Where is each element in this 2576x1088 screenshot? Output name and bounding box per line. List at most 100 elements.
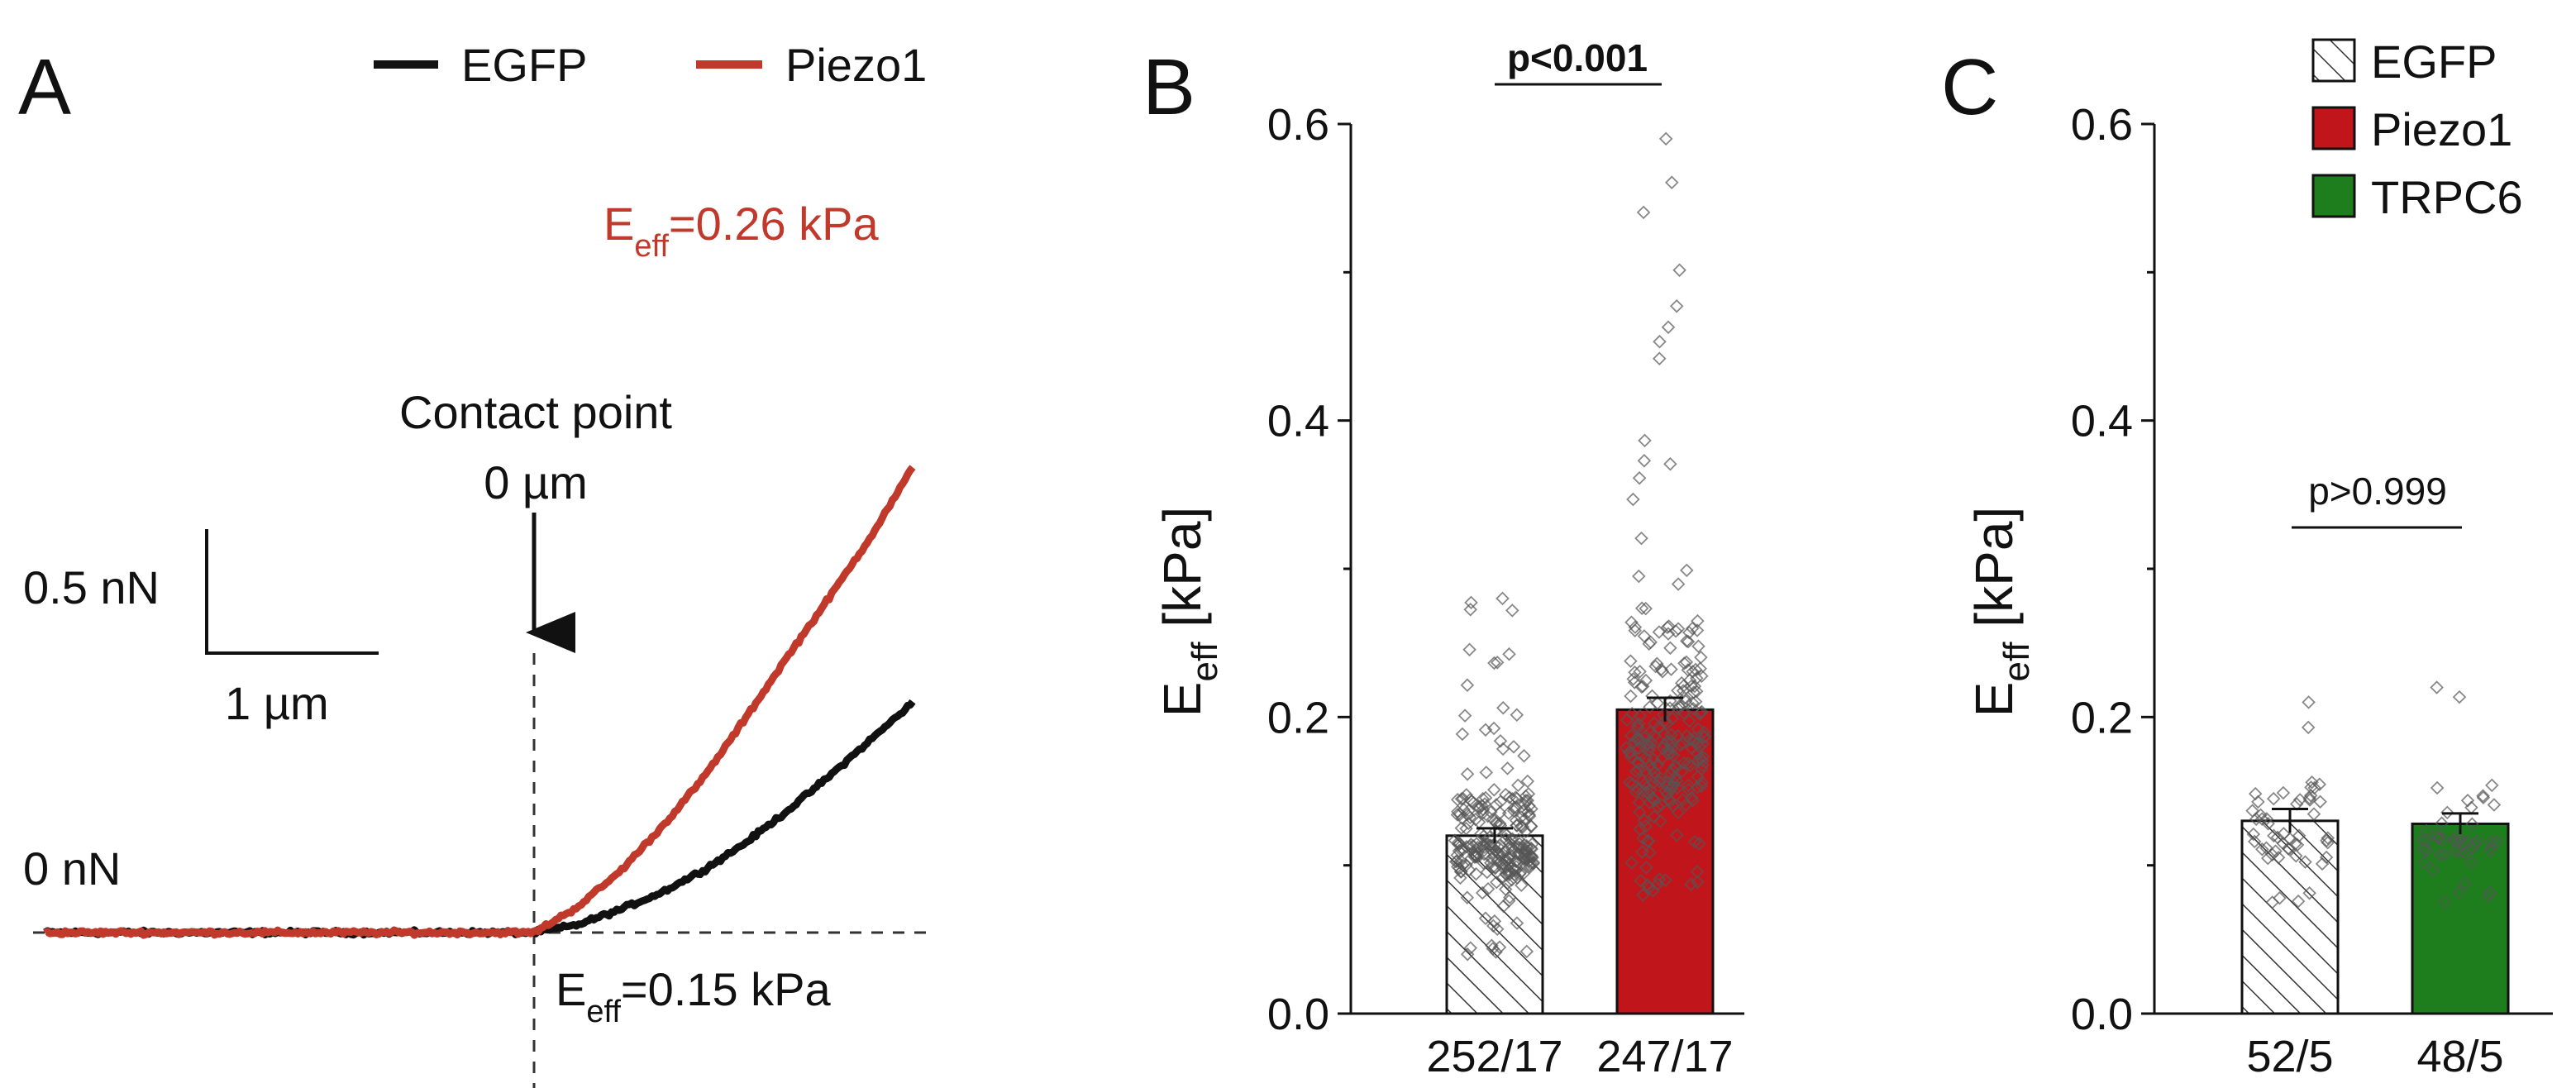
data-point [1626,492,1640,507]
data-point [1647,809,1662,823]
trace-piezo1 [43,465,916,939]
data-point [1672,737,1687,752]
data-point [1478,790,1493,805]
data-point [1623,746,1637,761]
data-point [1642,743,1656,757]
data-point [1467,847,1481,861]
data-point [1660,787,1675,801]
panel-b-chart: 0.0 0.2 0.4 0.6 252/17 247/17 [1267,100,1744,1081]
data-point [2306,807,2321,821]
data-point [1509,800,1524,815]
data-point [2254,808,2268,823]
data-point [1653,774,1667,789]
data-point [1480,865,1495,880]
data-points-247-17 [1619,131,1712,902]
data-point [1496,899,1510,914]
data-point [1500,876,1515,890]
legend-c-piezo1-swatch [2311,106,2356,150]
data-point [1676,793,1690,807]
data-point [2301,720,2316,735]
data-point [2458,876,2473,890]
data-point [1481,882,1496,896]
data-point [1663,456,1677,471]
data-point [1448,855,1463,869]
data-point [1631,731,1645,746]
data-point [1635,679,1650,694]
data-point [1664,728,1678,742]
data-point [2452,885,2467,899]
data-point [2305,775,2319,790]
panel-c-y-title-subscript: eff [1996,642,2037,682]
data-point [1652,872,1667,886]
piezo1-eeff-symbol: E [603,198,634,250]
data-point [2302,793,2317,807]
data-point [1632,569,1646,584]
data-point [1690,623,1705,637]
data-point [2483,885,2497,900]
data-point [1490,656,1505,670]
data-point [1509,814,1524,828]
data-point [1653,334,1667,349]
data-point [1490,922,1505,936]
data-point [1464,852,1478,866]
piezo1-eeff-subscript: eff [634,229,669,264]
data-point [1684,790,1699,805]
panel-b-y-axis-title: Eeff [kPa] [1152,507,1225,717]
data-point [2281,842,2296,856]
data-point [1667,771,1682,785]
data-point [2420,843,2435,857]
data-point [1624,856,1639,870]
data-point [1670,780,1684,795]
data-point [1515,878,1529,892]
data-point [1691,639,1705,653]
data-point [1472,799,1486,814]
panel-c-y-title-unit: [kPa] [1964,507,2024,642]
data-point [2291,894,2306,909]
data-point [1654,752,1669,766]
data-point [2438,895,2452,909]
y-tick-label: 0.2 [2071,693,2133,742]
data-point [2290,837,2305,852]
data-point [1488,860,1503,875]
data-point [2247,834,2262,849]
data-point [1624,689,1638,704]
data-point [1658,784,1672,798]
data-point [1691,770,1705,784]
data-point [2449,844,2464,858]
y-tick-label: 0.6 [2071,100,2133,150]
data-point [1455,727,1470,742]
data-point [1660,620,1675,635]
data-point [1622,775,1637,790]
data-point [1693,752,1708,766]
data-point [2259,812,2274,826]
data-point [2435,816,2449,830]
data-points-252-17 [1448,591,1541,962]
data-point [1634,748,1648,763]
data-point [1624,750,1639,764]
data-point [1462,863,1476,877]
data-point [1519,824,1533,839]
panel-b-y-title-unit: [kPa] [1152,507,1212,642]
data-point [2302,695,2316,709]
data-point [1660,734,1675,749]
data-point [2489,834,2504,849]
data-point [2304,780,2318,795]
data-point [1460,890,1475,904]
data-point [1478,911,1493,925]
data-point [1643,739,1658,754]
data-point [1643,700,1657,714]
data-point [2321,835,2335,850]
data-point [2307,780,2321,795]
data-point [2302,886,2316,900]
data-point [1632,795,1647,810]
data-point [1453,807,1467,822]
data-point [1664,734,1678,749]
data-point [1486,721,1501,736]
data-point [1680,563,1694,578]
data-point [1682,673,1697,688]
y-tick-label: 0.6 [1267,100,1329,150]
data-point [2431,828,2445,842]
data-point [1684,679,1699,694]
data-point [1696,737,1710,752]
